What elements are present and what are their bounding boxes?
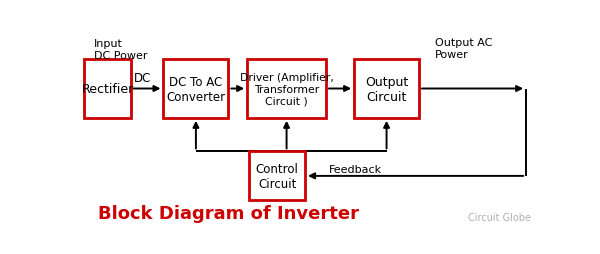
Text: Output AC
Power: Output AC Power [436,38,493,60]
Text: Feedback: Feedback [328,164,382,174]
Text: Block Diagram of Inverter: Block Diagram of Inverter [98,204,359,222]
Text: Input
DC Power: Input DC Power [94,39,147,61]
FancyBboxPatch shape [247,60,326,118]
Text: DC To AC
Converter: DC To AC Converter [166,75,226,103]
FancyBboxPatch shape [354,60,419,118]
Text: Driver (Amplifier,
Transformer
Circuit ): Driver (Amplifier, Transformer Circuit ) [239,73,334,106]
Text: Control
Circuit: Control Circuit [256,162,299,190]
FancyBboxPatch shape [163,60,229,118]
FancyBboxPatch shape [250,152,305,201]
Text: Output
Circuit: Output Circuit [365,75,408,103]
Text: Rectifier: Rectifier [82,83,134,96]
FancyBboxPatch shape [84,60,131,118]
Text: Circuit Globe: Circuit Globe [468,212,531,222]
Text: DC: DC [134,71,151,84]
